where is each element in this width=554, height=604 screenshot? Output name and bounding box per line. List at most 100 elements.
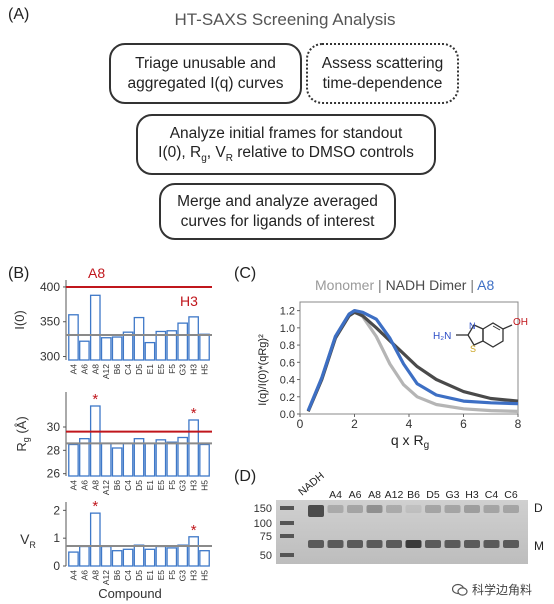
monomer-band: [308, 540, 324, 548]
vr-x-label: A8: [90, 570, 100, 581]
analyze-box: Analyze initial frames for standout I(0)…: [136, 114, 436, 175]
structure-h2n-label: H₂N: [433, 331, 451, 342]
i0-x-label: F5: [167, 364, 177, 374]
panel-c-chart: Monomer | NADH Dimer | A8 0 2 4 6 8 0.0 0.2 0.4…: [257, 277, 528, 451]
vr-bar-D5: [133, 544, 145, 567]
i0-bar-F5: [166, 330, 178, 361]
vr-y-tick-label: 2: [53, 503, 60, 517]
rg-x-label: H5: [200, 480, 210, 491]
monomer-band: [425, 540, 441, 548]
vr-x-label: A4: [68, 570, 78, 581]
c-x-tick-label: 8: [515, 417, 522, 431]
monomer-band: [464, 540, 480, 548]
rg-x-label: G3: [178, 480, 188, 492]
rg-star-H3: *: [191, 405, 197, 422]
watermark: 科学边角料: [452, 581, 532, 598]
watermark-text: 科学边角料: [472, 583, 533, 597]
triage-line-1: Triage unusable and: [135, 55, 276, 73]
i0-x-label: A8: [90, 364, 100, 375]
i0-x-label: B6: [112, 364, 122, 375]
vr-bar-G3: [177, 544, 189, 567]
vr-x-label: E1: [145, 570, 155, 581]
saxs-curves: [306, 308, 519, 413]
i0-bar-D5: [133, 316, 145, 361]
i0-x-label: C4: [123, 364, 133, 375]
monomer-band: [503, 540, 519, 548]
structure-oh-label: OH: [513, 317, 528, 328]
i0-x-label: A4: [68, 364, 78, 375]
legend: Monomer | NADH Dimer | A8: [315, 277, 494, 293]
dimer-band: [347, 505, 363, 513]
rg-chart: 26 28 30 A4 A6 A8 A12 B6 C4 D5 E1 E5 F5 G3 H3 H5 * * Rg (Å…: [14, 391, 212, 495]
marker-label-100: 100: [254, 518, 272, 530]
monomer-band: [327, 540, 344, 548]
lane-label-G3: G3: [445, 489, 459, 501]
vr-bar-A8: [89, 512, 101, 567]
rg-x-label: A12: [101, 480, 111, 495]
lane-label-A6: A6: [349, 489, 362, 501]
gel-lane-labels: NADH A4 A6 A8 A12 B6 D5 G3 H3 C4 C6: [296, 470, 518, 501]
vr-bar-F5: [166, 547, 178, 567]
vr-x-label: H5: [200, 570, 210, 581]
legend-monomer: Monomer: [315, 277, 374, 293]
i0-y-label: I(0): [12, 310, 27, 330]
vr-x-label: E5: [156, 570, 166, 581]
lane-label-A4: A4: [329, 489, 342, 501]
saxs-axes: 0 2 4 6 8 0.0 0.2 0.4 0.6 0.8 1.0 1.2: [280, 301, 522, 431]
i0-y-tick-label: 400: [40, 280, 60, 294]
i0-bar-A12: [100, 337, 112, 361]
i0-x-label: G3: [178, 364, 188, 376]
rg-y-tick-label: 30: [47, 420, 61, 434]
gel-bands: [308, 505, 519, 548]
c-x-tick-label: 4: [406, 417, 413, 431]
rg-x-label: C4: [123, 480, 133, 491]
c-y-tick-label: 1.0: [280, 323, 295, 335]
c-x-tick-label: 6: [460, 417, 467, 431]
i0-bar-G3: [177, 322, 189, 361]
rg-x-label: A6: [79, 480, 89, 491]
marker-label-50: 50: [260, 550, 272, 562]
c-y-tick-label: 1.2: [280, 306, 295, 318]
vr-bar-B6: [111, 550, 123, 567]
a8-curve: [306, 308, 519, 412]
wechat-icon: [452, 583, 468, 596]
vr-bar-H3: [188, 536, 199, 567]
rg-bar-H5: [199, 443, 210, 477]
vr-x-label: F5: [167, 570, 177, 580]
c-ylabel: I(q)/I(0)*(qRg)²: [257, 334, 269, 406]
monomer-band: [405, 540, 422, 548]
i0-annotation-H3: H3: [180, 293, 198, 309]
monomer-band-label: M: [534, 539, 544, 553]
rg-bar-C4: [122, 442, 134, 477]
vr-bar-A12: [100, 545, 112, 567]
c-y-tick-label: 0.0: [280, 409, 295, 421]
i0-bar-H3: [188, 316, 199, 361]
marker-label-75: 75: [260, 531, 272, 543]
assess-line-1: Assess scattering: [321, 55, 444, 73]
assess-box: Assess scattering time-dependence: [306, 43, 459, 104]
rg-x-label: E1: [145, 480, 155, 491]
i0-x-label: A12: [101, 364, 111, 379]
i0-bar-A8: [89, 294, 101, 361]
vr-y-label: VR: [20, 531, 36, 550]
rg-y-tick-label: 28: [47, 443, 61, 457]
merge-box: Merge and analyze averaged curves for li…: [159, 183, 396, 240]
rg-bar-E5: [155, 439, 167, 477]
monomer-band: [347, 540, 363, 548]
merge-line-2: curves for ligands of interest: [180, 212, 375, 230]
vr-bar-A6: [79, 545, 90, 567]
vr-x-label: D5: [134, 570, 144, 581]
c-y-tick-label: 0.2: [280, 392, 295, 404]
i0-bar-E1: [144, 341, 156, 361]
analyze-line-2: I(0), Rg, VR relative to DMSO controls: [158, 143, 414, 164]
vr-x-label: C4: [123, 570, 133, 581]
panel-d-label: (D): [234, 468, 257, 485]
c-x-tick-label: 0: [297, 417, 304, 431]
c-xlabel: q x Rg: [391, 432, 429, 451]
i0-x-label: H5: [200, 364, 210, 375]
i0-x-label: A6: [79, 364, 89, 375]
lane-label-A12: A12: [385, 489, 404, 501]
